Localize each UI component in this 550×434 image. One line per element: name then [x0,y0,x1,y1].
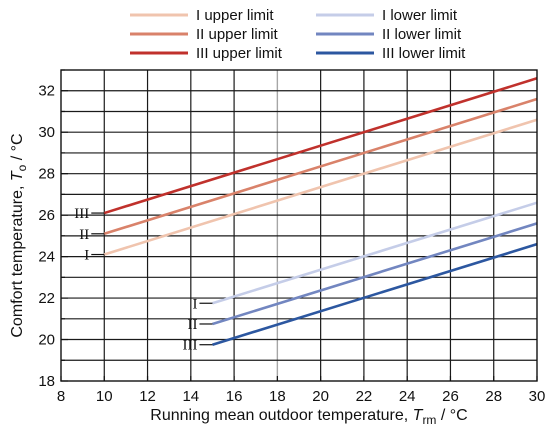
x-tick-label: 18 [269,388,286,405]
series-line [103,77,538,215]
legend-label: I upper limit [196,7,274,24]
y-tick-label: 20 [38,332,55,349]
y-tick-label: 26 [38,207,55,224]
x-tick-label: 16 [226,388,243,405]
tick-marks [60,69,538,382]
y-tick-label: 32 [38,83,55,100]
y-tick-label: 24 [38,249,55,266]
x-tick-label: 12 [139,388,156,405]
legend-label: III lower limit [382,45,466,62]
x-tick-label: 10 [96,388,113,405]
plot-frame [60,69,538,382]
category-label: II [187,317,197,333]
category-label: I [192,296,197,312]
y-tick-label: 22 [38,290,55,307]
series-line [212,242,538,346]
category-label: II [79,227,89,243]
y-tick-label: 28 [38,166,55,183]
x-axis-label: Running mean outdoor temperature, Trm / … [150,407,467,427]
x-tick-label: 8 [57,388,65,405]
series-line [212,201,538,305]
x-tick-label: 30 [529,388,546,405]
legend-label: II lower limit [382,26,462,43]
y-tick-label: 18 [38,373,55,390]
series-lines [103,77,538,346]
legend: I upper limit II upper limit III upper lim… [130,7,466,62]
x-tick-label: 26 [442,388,459,405]
series-line [212,222,538,326]
y-tick-label: 30 [38,124,55,141]
y-axis-label: Comfort temperature, To / °C [9,133,29,337]
category-label: III [182,338,197,354]
x-tick-label: 24 [399,388,416,405]
x-tick-labels: 8 10 12 14 16 18 20 22 24 26 28 30 [57,388,546,405]
category-label: III [74,206,89,222]
legend-label: III upper limit [196,45,283,62]
x-tick-label: 14 [182,388,199,405]
x-tick-label: 22 [356,388,373,405]
x-tick-label: 28 [485,388,502,405]
category-label: I [84,248,89,264]
series-line [103,118,538,256]
legend-label: II upper limit [196,26,279,43]
x-tick-label: 20 [312,388,329,405]
y-tick-labels: 18 20 22 24 26 28 30 32 [38,83,55,390]
series-line [103,97,538,236]
legend-label: I lower limit [382,7,458,24]
